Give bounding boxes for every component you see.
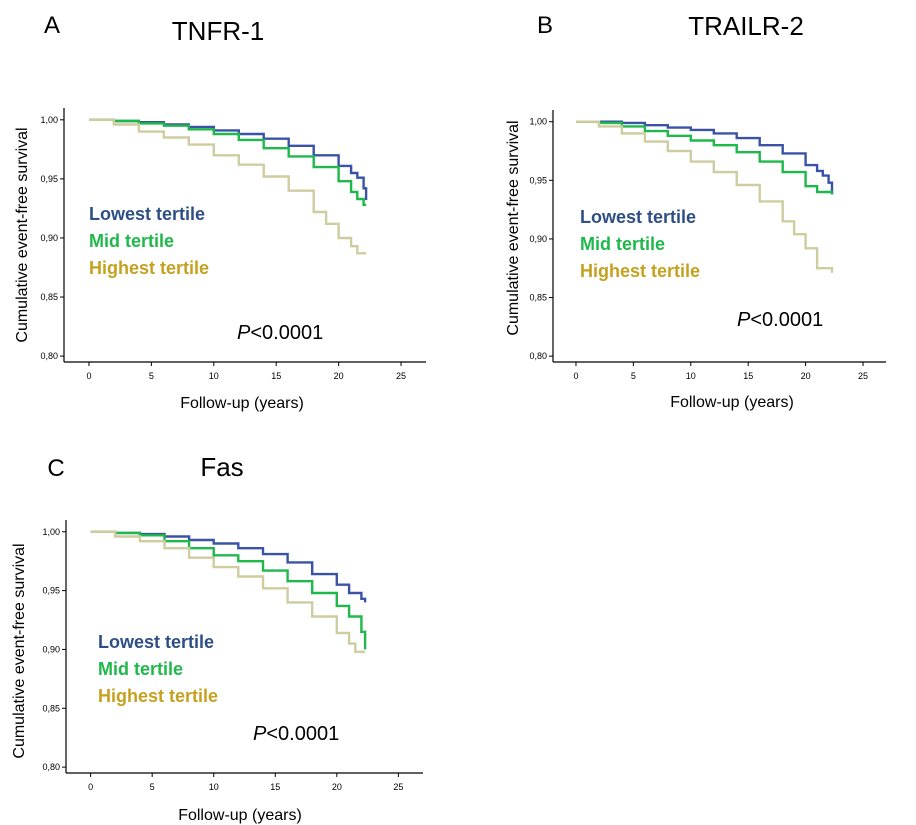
legend-lowest-tertile: Lowest tertile (580, 207, 696, 227)
panel-title: TRAILR-2 (688, 11, 804, 41)
p-value-text: <0.0001 (750, 309, 823, 331)
x-axis-label: Follow-up (years) (178, 807, 302, 824)
x-tick-label: 25 (396, 371, 406, 381)
y-tick-label: 1,00 (529, 117, 547, 127)
x-tick-label: 25 (858, 371, 868, 381)
y-tick-label: 0,95 (40, 174, 58, 184)
x-tick-label: 10 (209, 371, 219, 381)
y-tick-label: 0,90 (42, 644, 60, 654)
x-tick-label: 5 (150, 782, 155, 792)
panel-letter: B (537, 12, 553, 39)
x-tick-label: 15 (271, 371, 281, 381)
x-tick-label: 10 (209, 782, 219, 792)
x-tick-label: 0 (88, 782, 93, 792)
p-value-text: <0.0001 (266, 723, 339, 745)
panel-letter: A (44, 12, 60, 39)
x-tick-label: 25 (393, 782, 403, 792)
series-line-mid-tertile (576, 120, 834, 195)
panel-c: C Fas 0 5 10 15 20 25 0,80 0,85 0,90 0,95 1,00 Follow… (11, 452, 423, 824)
p-value-annotation: P<0.0001 (237, 322, 323, 344)
legend-mid-tertile: Mid tertile (580, 234, 665, 254)
y-tick-label: 0,90 (40, 233, 58, 243)
legend-mid-tertile: Mid tertile (98, 659, 183, 679)
y-axis-label: Cumulative event-free survival (11, 543, 28, 758)
legend-mid-tertile: Mid tertile (89, 231, 174, 251)
series-line-lowest-tertile (576, 120, 834, 195)
series-line-highest-tertile (576, 120, 834, 273)
y-tick-label: 0,85 (529, 293, 547, 303)
series-line-lowest-tertile (89, 118, 368, 201)
panel-a: A TNFR-1 0 5 10 15 20 25 0,80 0,85 0,90 0,95 1,00 Fol… (14, 12, 426, 412)
series-line-mid-tertile (90, 530, 367, 650)
panel-letter: C (47, 455, 64, 482)
x-tick-label: 0 (86, 371, 91, 381)
legend-highest-tertile: Highest tertile (89, 258, 209, 278)
x-tick-label: 15 (743, 371, 753, 381)
y-tick-label: 0,80 (42, 762, 60, 772)
y-tick-label: 0,90 (529, 234, 547, 244)
panel-title: Fas (200, 452, 243, 482)
panel-b: B TRAILR-2 0 5 10 15 20 25 0,80 0,85 0,90 0,95 1,00 F… (505, 11, 886, 411)
x-tick-label: 5 (631, 371, 636, 381)
x-tick-label: 0 (573, 371, 578, 381)
series-line-mid-tertile (89, 118, 367, 207)
legend-highest-tertile: Highest tertile (580, 261, 700, 281)
y-tick-label: 0,80 (40, 351, 58, 361)
x-tick-label: 5 (149, 371, 154, 381)
panel-title: TNFR-1 (172, 16, 264, 46)
p-value-annotation: P<0.0001 (253, 723, 339, 745)
y-axis-label: Cumulative event-free survival (505, 120, 522, 335)
x-tick-label: 10 (686, 371, 696, 381)
y-tick-label: 0,85 (42, 703, 60, 713)
x-tick-label: 20 (334, 371, 344, 381)
y-tick-label: 1,00 (42, 527, 60, 537)
x-axis-label: Follow-up (years) (670, 394, 794, 411)
p-value-symbol: P (253, 723, 267, 745)
y-axis-label: Cumulative event-free survival (14, 127, 31, 342)
p-value-symbol: P (737, 309, 751, 331)
legend-lowest-tertile: Lowest tertile (89, 204, 205, 224)
legend-highest-tertile: Highest tertile (98, 686, 218, 706)
y-tick-label: 1,00 (40, 115, 58, 125)
x-axis-label: Follow-up (years) (180, 395, 304, 412)
series-line-highest-tertile (89, 118, 367, 255)
y-tick-label: 0,80 (529, 351, 547, 361)
x-tick-label: 20 (801, 371, 811, 381)
p-value-symbol: P (237, 322, 251, 344)
y-tick-label: 0,95 (529, 175, 547, 185)
p-value-text: <0.0001 (250, 322, 323, 344)
legend-lowest-tertile: Lowest tertile (98, 632, 214, 652)
x-tick-label: 20 (332, 782, 342, 792)
series-line-highest-tertile (90, 530, 366, 653)
x-tick-label: 15 (270, 782, 280, 792)
y-tick-label: 0,95 (42, 586, 60, 596)
y-tick-label: 0,85 (40, 292, 58, 302)
p-value-annotation: P<0.0001 (737, 309, 823, 331)
